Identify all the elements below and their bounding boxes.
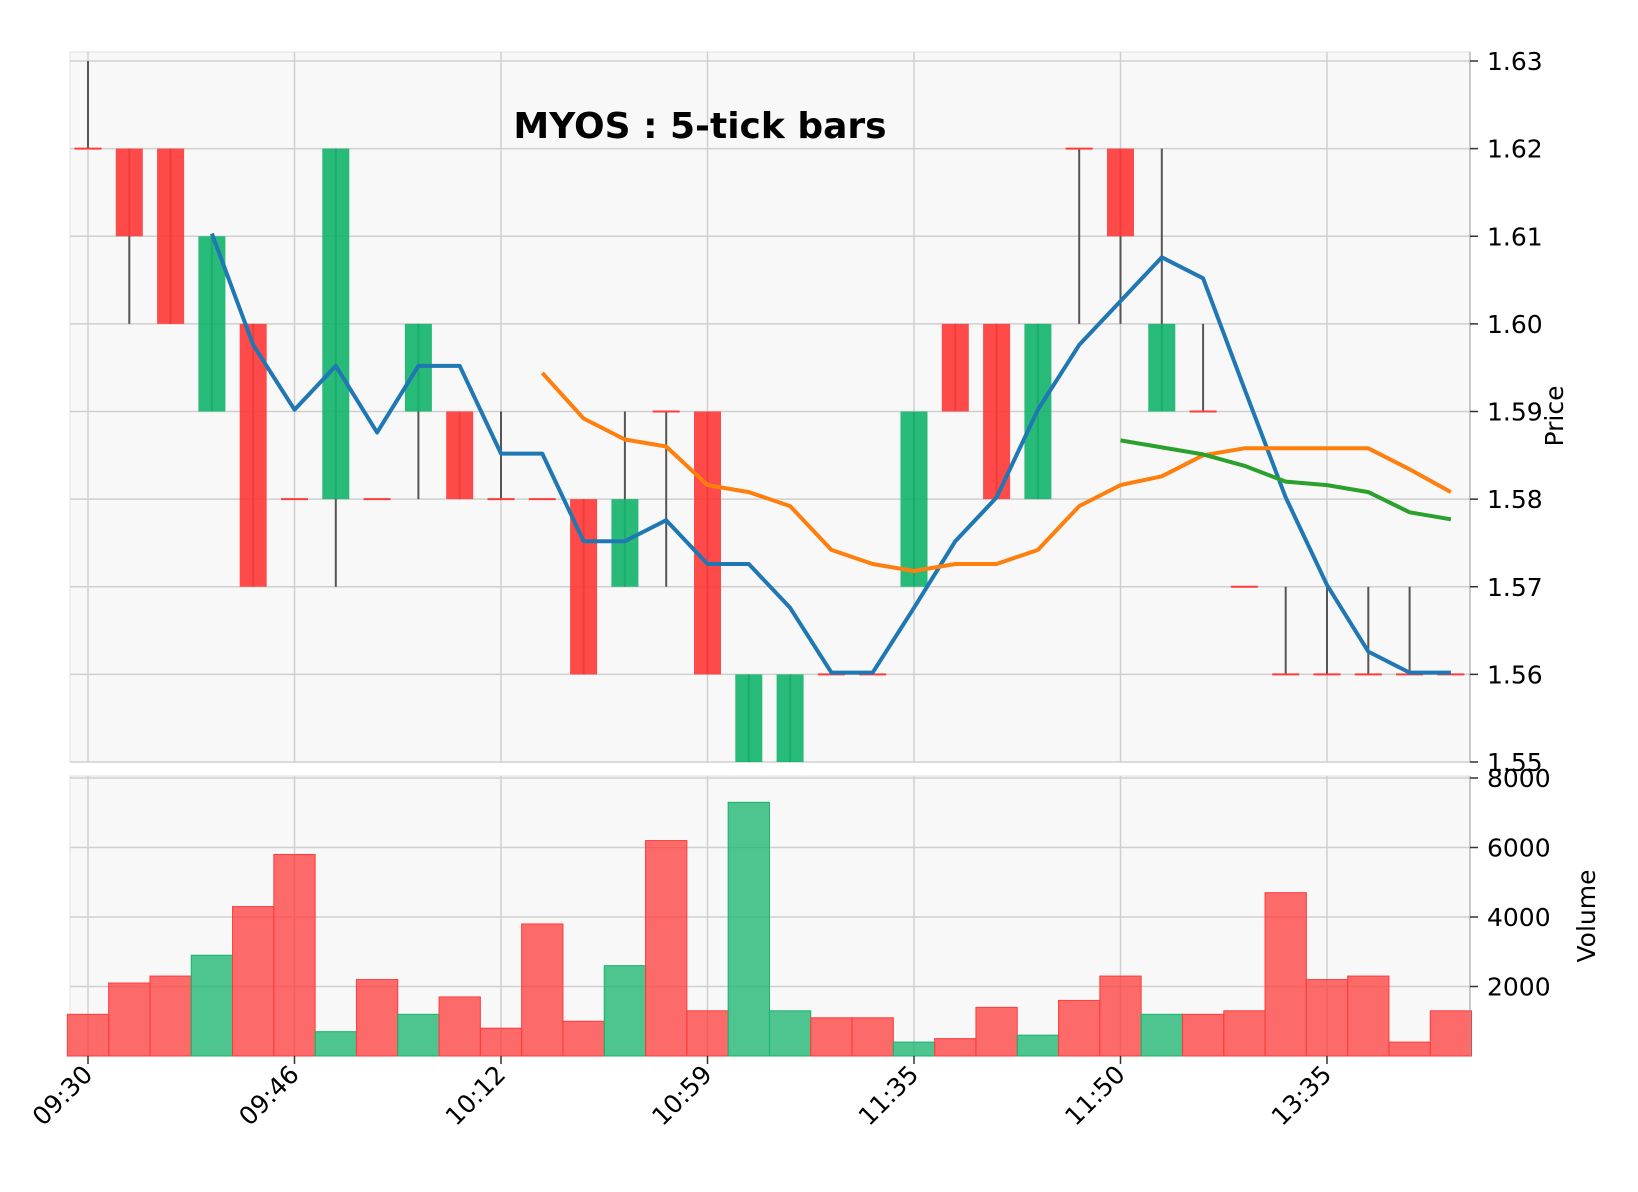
volume-bar: [190, 954, 234, 1057]
price-axis-label: Price: [1540, 386, 1569, 447]
candle-body: [198, 236, 226, 412]
volume-bar: [1388, 1041, 1431, 1057]
volume-bar: [1181, 1013, 1225, 1057]
volume-bar: [232, 906, 275, 1057]
volume-bar: [603, 965, 647, 1057]
volume-bar: [562, 1020, 605, 1057]
volume-bar: [851, 1017, 894, 1057]
price-tick-label: 1.62: [1487, 135, 1543, 164]
x-tick-label: 10:59: [646, 1060, 717, 1131]
x-axis-ticks: 09:30 09:46 10:12 10:59 11:35 11:50 13:35: [27, 1056, 1337, 1131]
ma-line-3: [1120, 438, 1452, 522]
volume-axis-ticks: 8000 6000 4000 2000: [1470, 764, 1551, 1002]
price-axis-ticks: 1.63 1.62 1.61 1.60 1.59 1.58 1.57 1.56 1.55: [1470, 47, 1543, 777]
candle-body: [446, 411, 474, 500]
candle-body: [1148, 323, 1176, 412]
candle-body: [157, 148, 185, 324]
volume-bar: [768, 1010, 812, 1057]
chart-title: MYOS : 5-tick bars: [513, 106, 886, 147]
volume-bar: [355, 979, 399, 1057]
moving-average-lines: [210, 232, 1452, 675]
volume-bar: [1305, 979, 1349, 1057]
volume-bar: [1140, 1013, 1183, 1057]
volume-bar: [686, 1010, 729, 1057]
volume-bar: [521, 923, 564, 1057]
volume-axis-label: Volume: [1572, 870, 1601, 963]
volume-bar: [1264, 892, 1307, 1057]
x-tick-label: 11:35: [853, 1060, 924, 1131]
volume-bars: [66, 801, 1473, 1057]
candle-body: [983, 323, 1011, 500]
volume-bar: [438, 996, 481, 1057]
price-tick-label: 1.63: [1487, 47, 1543, 76]
candle-body: [735, 674, 763, 762]
candle-body: [694, 411, 721, 675]
volume-bar: [975, 1006, 1018, 1057]
volume-tick-label: 6000: [1487, 834, 1551, 863]
volume-bar: [1058, 999, 1101, 1057]
candle-body: [900, 411, 928, 587]
x-tick-label: 13:35: [1266, 1060, 1337, 1131]
volume-tick-label: 2000: [1487, 973, 1551, 1002]
volume-bar: [314, 1031, 357, 1057]
price-panel-background: [69, 51, 1471, 763]
volume-bar: [1223, 1010, 1266, 1057]
price-tick-label: 1.59: [1487, 398, 1543, 427]
candle-body: [570, 499, 598, 675]
volume-tick-label: 8000: [1487, 764, 1551, 793]
candle-body: [115, 148, 143, 237]
volume-tick-label: 4000: [1487, 903, 1551, 932]
volume-bar: [1016, 1034, 1060, 1057]
volume-bar: [645, 840, 688, 1057]
volume-bar: [1347, 975, 1390, 1057]
volume-bar: [397, 1013, 440, 1057]
x-tick-label: 09:30: [27, 1060, 98, 1131]
volume-bar: [1429, 1010, 1473, 1057]
price-tick-label: 1.58: [1487, 485, 1543, 514]
price-tick-label: 1.61: [1487, 222, 1543, 251]
candle-body: [239, 323, 267, 587]
price-tick-label: 1.56: [1487, 660, 1543, 689]
price-tick-label: 1.57: [1487, 573, 1543, 602]
volume-bar: [273, 853, 316, 1057]
price-tick-label: 1.55: [1487, 748, 1543, 777]
volume-bar: [66, 1013, 110, 1057]
x-tick-label: 11:50: [1059, 1060, 1130, 1131]
volume-bar: [934, 1038, 977, 1057]
volume-bar: [108, 982, 151, 1057]
x-tick-label: 10:12: [440, 1060, 511, 1131]
volume-bar: [479, 1027, 523, 1057]
candle-body: [941, 323, 969, 412]
ma-line-2: [540, 371, 1452, 573]
volume-bar: [727, 801, 770, 1057]
ma-line-1: [210, 232, 1451, 675]
volume-bar: [810, 1017, 853, 1057]
candle-body: [322, 148, 350, 500]
candle-body: [776, 674, 804, 762]
volume-bar: [1099, 975, 1142, 1057]
volume-bar: [892, 1041, 936, 1057]
price-tick-label: 1.60: [1487, 310, 1543, 339]
x-tick-label: 09:46: [233, 1060, 304, 1131]
candle-body: [1107, 148, 1134, 237]
volume-bar: [149, 975, 192, 1057]
